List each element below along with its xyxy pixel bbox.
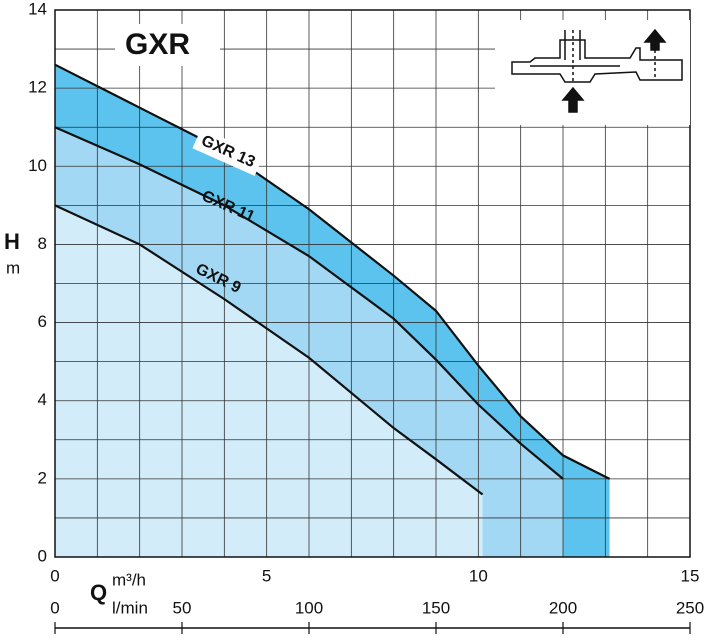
curve xyxy=(54,204,484,496)
curve xyxy=(54,126,564,480)
x2-tick-label: 50 xyxy=(173,598,192,617)
y-tick-label: 8 xyxy=(38,234,47,253)
y-axis-unit: m xyxy=(6,258,20,277)
x2-tick-label: 100 xyxy=(295,598,323,617)
chart-title: GXR xyxy=(125,28,190,61)
title-box xyxy=(115,24,220,66)
area xyxy=(55,205,483,557)
y-tick-label: 0 xyxy=(38,546,47,565)
y-tick-label: 12 xyxy=(28,78,47,97)
x-tick-label: 5 xyxy=(262,566,271,585)
x-axis-unit: m³/h xyxy=(112,570,146,589)
pump-icon xyxy=(495,20,690,125)
x2-tick-label: 150 xyxy=(422,598,450,617)
x-tick-label: 15 xyxy=(681,566,700,585)
y-tick-label: 6 xyxy=(38,312,47,331)
y-tick-label: 4 xyxy=(38,390,47,409)
y-tick-label: 10 xyxy=(28,156,47,175)
x-axis-label: Q xyxy=(90,580,107,605)
x2-tick-label: 200 xyxy=(549,598,577,617)
y-tick-label: 2 xyxy=(38,468,47,487)
plot-frame xyxy=(54,9,691,558)
x-tick-label: 10 xyxy=(469,566,488,585)
x2-axis-unit: l/min xyxy=(112,598,148,617)
curve-label-bg xyxy=(192,128,264,176)
x2-tick-label: 250 xyxy=(676,598,704,617)
x-tick-label: 0 xyxy=(50,566,59,585)
x2-tick-label: 0 xyxy=(50,598,59,617)
y-axis-label: H xyxy=(4,229,20,254)
y-tick-label: 14 xyxy=(28,0,47,18)
curve xyxy=(54,63,611,480)
